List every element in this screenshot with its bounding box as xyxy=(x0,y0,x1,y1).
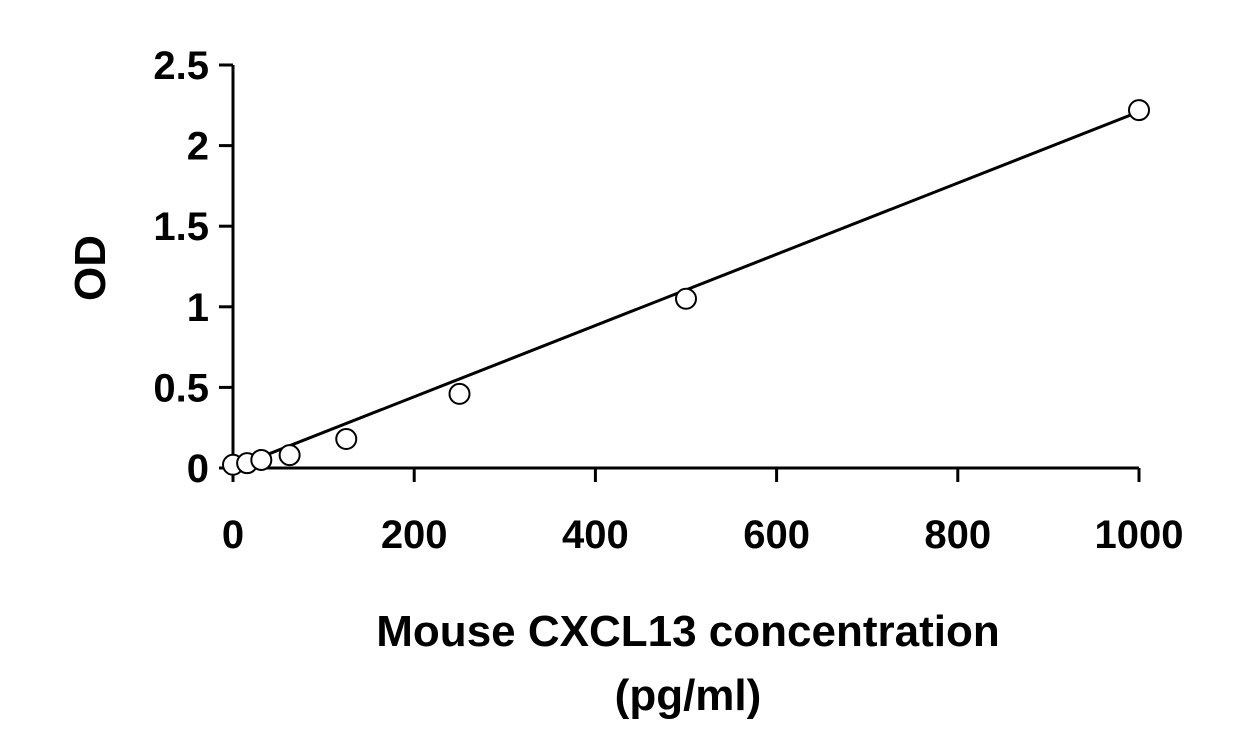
data-point xyxy=(250,448,273,471)
y-tick-label: 1.5 xyxy=(153,205,209,249)
x-tick-label: 600 xyxy=(743,513,810,557)
x-tick-label: 0 xyxy=(222,513,244,557)
data-point xyxy=(278,444,301,467)
y-tick-label: 0 xyxy=(187,447,209,491)
data-points xyxy=(222,99,1150,476)
y-tick-label: 2 xyxy=(187,125,209,169)
y-axis: 0 0.5 1 1.5 2 2.5 xyxy=(153,44,235,491)
data-point xyxy=(1128,99,1150,122)
x-tick-label: 1000 xyxy=(1095,513,1184,557)
data-point xyxy=(335,427,358,450)
y-axis-title: OD xyxy=(66,235,115,301)
x-tick-label: 800 xyxy=(924,513,991,557)
x-tick-label: 400 xyxy=(562,513,629,557)
y-tick-label: 2.5 xyxy=(153,44,209,88)
x-axis-title-line2: (pg/ml) xyxy=(615,671,762,720)
y-tick-label: 0.5 xyxy=(153,366,209,410)
x-tick-label: 200 xyxy=(381,513,448,557)
y-tick-label: 1 xyxy=(187,286,209,330)
data-point xyxy=(448,382,471,405)
x-axis: 0 200 400 600 800 1000 xyxy=(222,466,1184,557)
data-point xyxy=(675,287,697,310)
x-axis-title-line1: Mouse CXCL13 concentration xyxy=(376,607,999,656)
